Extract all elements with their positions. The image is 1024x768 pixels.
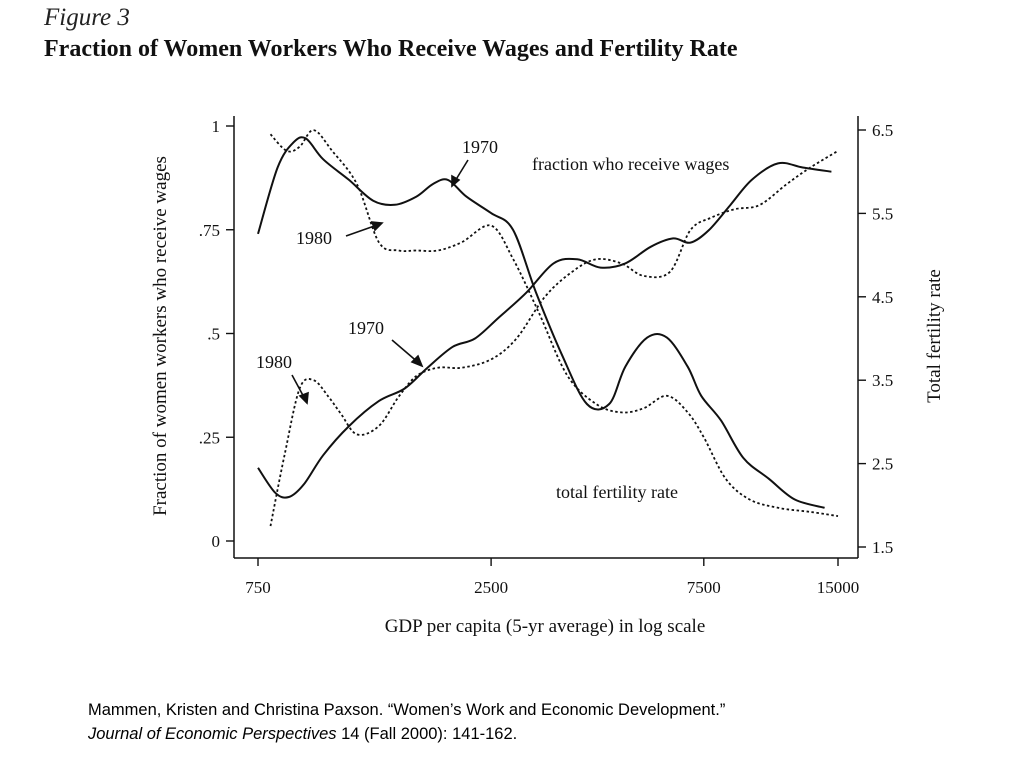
chart: 0 .25 .5 .75 1 1.5 2.5 3.5 4.5 5.5 6.5 750 2500 7500 1… <box>150 116 945 637</box>
x-tick-label: 2500 <box>474 578 508 597</box>
right-y-tick-label: 2.5 <box>872 455 893 474</box>
annotation-tfr-1970: 1970 <box>348 318 384 338</box>
x-tick-label: 15000 <box>817 578 860 597</box>
figure-title: Fraction of Women Workers Who Receive Wa… <box>44 36 738 62</box>
series-line-wages-1970 <box>257 136 825 509</box>
annotation-arrows <box>291 159 469 405</box>
arrow-head-tfr-1980 <box>298 391 309 405</box>
x-axis-title: GDP per capita (5-yr average) in log sca… <box>385 616 706 637</box>
citation: Mammen, Kristen and Christina Paxson. “W… <box>88 698 988 746</box>
right-y-tick-label: 6.5 <box>872 121 893 140</box>
left-y-tick-label: 0 <box>212 532 221 551</box>
arrow-head-tfr-1970 <box>410 354 424 368</box>
x-tick-label: 750 <box>245 578 271 597</box>
arrow-head-wages-1970 <box>451 174 461 188</box>
left-y-tick-label: .25 <box>199 428 220 447</box>
annotation-wages-1970: 1970 <box>462 137 498 157</box>
citation-journal: Journal of Economic Perspectives <box>88 725 337 743</box>
right-y-tick-label: 4.5 <box>872 288 893 307</box>
arrow-head-wages-1980 <box>370 221 384 232</box>
chart-series <box>257 129 839 527</box>
annotation-tfr-label: total fertility rate <box>556 482 678 502</box>
right-y-tick-label: 5.5 <box>872 204 893 223</box>
citation-volume: 14 (Fall 2000): 141-162. <box>336 725 518 743</box>
citation-line-2: Journal of Economic Perspectives 14 (Fal… <box>88 722 988 746</box>
left-y-tick-label: 1 <box>212 117 221 136</box>
right-y-tick-label: 1.5 <box>872 538 893 557</box>
annotation-wages-1980: 1980 <box>296 228 332 248</box>
left-y-tick-label: .5 <box>207 325 220 344</box>
left-y-tick-label: .75 <box>199 221 220 240</box>
right-y-axis-title: Total fertility rate <box>924 269 945 403</box>
x-tick-label: 7500 <box>687 578 721 597</box>
annotation-wages-label: fraction who receive wages <box>532 154 729 174</box>
figure-label: Figure 3 <box>44 4 130 31</box>
series-line-wages-1980 <box>269 129 839 517</box>
right-y-tick-label: 3.5 <box>872 371 893 390</box>
annotation-tfr-1980: 1980 <box>256 352 292 372</box>
chart-axes: 0 .25 .5 .75 1 1.5 2.5 3.5 4.5 5.5 6.5 750 2500 7500 1… <box>199 116 893 597</box>
citation-line-1: Mammen, Kristen and Christina Paxson. “W… <box>88 701 726 719</box>
left-y-axis-title: Fraction of women workers who receive wa… <box>150 156 171 516</box>
series-line-tfr-1980 <box>269 150 839 527</box>
series-line-tfr-1970 <box>257 161 832 499</box>
